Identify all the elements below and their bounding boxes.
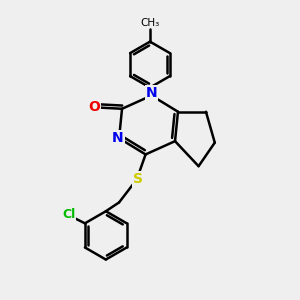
Text: CH₃: CH₃ [140, 18, 160, 28]
Text: N: N [112, 130, 123, 145]
Text: S: S [133, 172, 143, 186]
Text: N: N [146, 86, 157, 100]
Text: O: O [88, 100, 100, 114]
Text: Cl: Cl [62, 208, 75, 221]
